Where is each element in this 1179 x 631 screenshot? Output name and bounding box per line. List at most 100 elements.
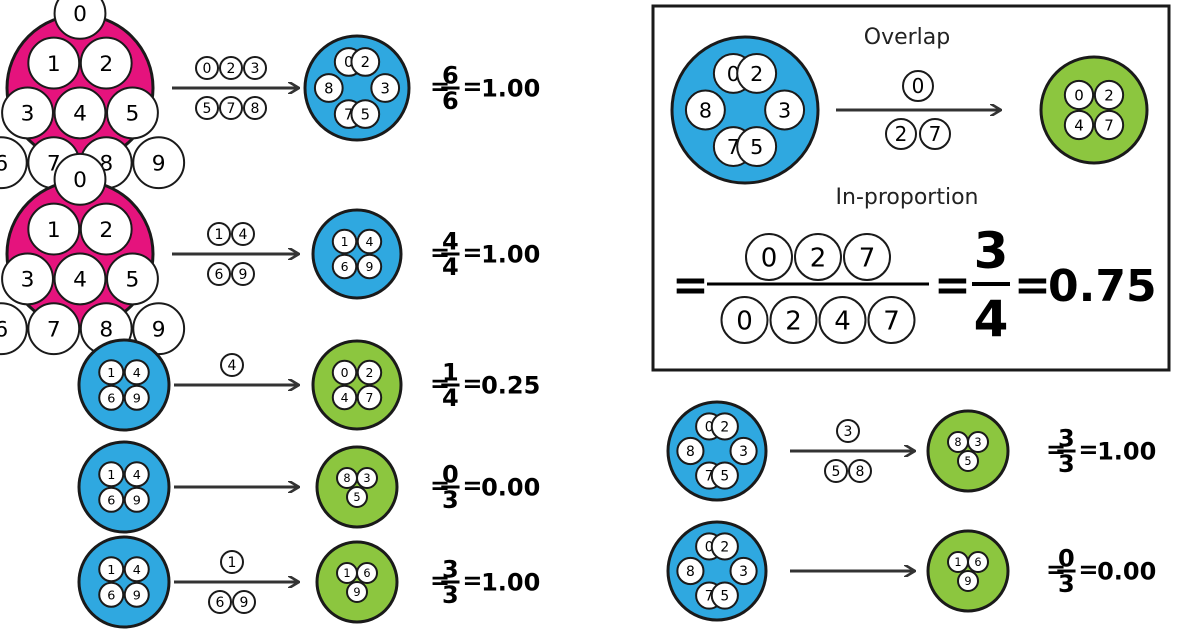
number-ball-label: 4 bbox=[239, 227, 248, 243]
number-ball bbox=[957, 570, 979, 592]
fraction-denominator: 3 bbox=[1058, 450, 1075, 478]
number-ball bbox=[1, 86, 54, 140]
source-bucket-disc bbox=[666, 400, 768, 502]
number-ball-label: 4 bbox=[73, 268, 87, 293]
number-ball bbox=[123, 581, 150, 608]
number-ball-label: 9 bbox=[152, 317, 166, 342]
number-ball bbox=[350, 99, 381, 129]
number-ball bbox=[207, 222, 231, 246]
number-ball-label: 9 bbox=[240, 595, 249, 611]
number-ball-label: 2 bbox=[750, 62, 763, 86]
number-ball bbox=[346, 486, 368, 508]
number-ball bbox=[98, 384, 125, 411]
number-ball bbox=[350, 47, 381, 77]
number-ball bbox=[98, 486, 125, 513]
number-ball-label: 7 bbox=[929, 122, 942, 146]
number-ball bbox=[676, 436, 705, 466]
fraction-denominator: 4 bbox=[974, 290, 1009, 348]
example-row-2: 01 23 4 56 7 8 91 46 91 46 9 =44=1.00 bbox=[0, 152, 540, 356]
number-ball-label: 2 bbox=[895, 122, 908, 146]
number-ball-label: 8 bbox=[699, 98, 712, 122]
number-ball-label: 5 bbox=[720, 589, 729, 605]
number-ball-label: 2 bbox=[720, 539, 729, 555]
number-ball bbox=[231, 262, 255, 286]
number-ball bbox=[720, 296, 769, 344]
equals-sign: = bbox=[462, 370, 482, 398]
number-ball-label: 2 bbox=[361, 54, 370, 71]
number-ball bbox=[53, 86, 107, 140]
number-ball bbox=[794, 233, 842, 281]
number-ball bbox=[53, 0, 107, 40]
example-row-3: 1 46 94 0 24 7 =14=0.25 bbox=[77, 338, 540, 432]
number-ball-label: 9 bbox=[133, 493, 141, 508]
number-ball bbox=[919, 118, 951, 150]
number-ball-label: 9 bbox=[353, 585, 360, 599]
number-ball-label: 7 bbox=[344, 106, 353, 123]
number-ball-label: 0 bbox=[705, 539, 714, 555]
result-value: 1.00 bbox=[481, 75, 540, 103]
number-ball bbox=[219, 56, 243, 80]
number-ball-label: 2 bbox=[227, 61, 236, 77]
number-ball-label: 1 bbox=[954, 555, 961, 569]
number-ball-label: 1 bbox=[215, 227, 224, 243]
number-ball-label: 0 bbox=[203, 61, 212, 77]
number-ball-label: 7 bbox=[705, 589, 714, 605]
number-ball bbox=[729, 556, 758, 586]
number-ball-label: 0 bbox=[1074, 86, 1084, 104]
equals-sign: = bbox=[462, 567, 482, 595]
number-ball-label: 8 bbox=[954, 435, 961, 449]
number-ball bbox=[79, 36, 133, 90]
example-row-4: 1 46 98 35 =03=0.00 bbox=[77, 440, 540, 534]
number-ball-label: 0 bbox=[912, 74, 925, 98]
result-value: 1.00 bbox=[481, 569, 540, 597]
number-ball bbox=[207, 262, 231, 286]
target-bucket: 8 35 bbox=[926, 409, 1010, 493]
number-ball-label: 4 bbox=[228, 358, 237, 374]
number-ball-label: 9 bbox=[365, 259, 373, 274]
box-source-bucket-disc bbox=[670, 35, 820, 185]
number-ball bbox=[331, 253, 358, 280]
number-ball bbox=[331, 359, 358, 386]
number-ball bbox=[967, 551, 989, 573]
number-ball-label: 0 bbox=[761, 243, 778, 273]
number-ball bbox=[736, 52, 778, 94]
fraction-numerator: 3 bbox=[1058, 425, 1075, 453]
number-ball bbox=[208, 590, 232, 614]
target-bucket: 1 69 bbox=[315, 540, 399, 624]
fraction-denominator: 3 bbox=[442, 486, 459, 514]
number-ball-label: 7 bbox=[727, 135, 740, 159]
number-ball-label: 1 bbox=[107, 563, 115, 578]
box-figure: 0 28 37 502 70 24 7 bbox=[670, 35, 1149, 185]
number-ball bbox=[1093, 109, 1125, 141]
equals-sign: = bbox=[1078, 436, 1098, 464]
number-ball bbox=[27, 36, 81, 90]
number-ball-label: 9 bbox=[964, 574, 971, 588]
example-row-1: 01 23 4 56 7 8 90 2 35 7 80 28 37 5=66=1.00 bbox=[0, 0, 540, 190]
number-ball-label: 7 bbox=[227, 101, 236, 117]
number-ball bbox=[710, 532, 739, 561]
number-ball bbox=[123, 556, 150, 583]
number-ball bbox=[220, 550, 244, 574]
number-ball bbox=[106, 252, 159, 306]
number-ball-label: 3 bbox=[21, 102, 35, 127]
number-ball bbox=[313, 73, 344, 103]
number-ball-label: 4 bbox=[341, 390, 349, 405]
target-bucket: 0 2 8 3 7 5 bbox=[303, 34, 411, 142]
number-ball-label: 2 bbox=[365, 365, 373, 380]
number-ball-label: 6 bbox=[107, 588, 115, 603]
box-target-bucket-disc bbox=[1039, 55, 1149, 165]
number-ball-label: 4 bbox=[1074, 116, 1084, 134]
number-ball bbox=[710, 461, 739, 490]
number-ball-label: 3 bbox=[844, 424, 853, 440]
number-ball bbox=[232, 590, 256, 614]
number-ball bbox=[243, 96, 267, 120]
equals-sign: = bbox=[1078, 556, 1098, 584]
number-ball-label: 2 bbox=[99, 218, 113, 243]
number-ball-label: 3 bbox=[381, 80, 390, 97]
number-ball-label: 3 bbox=[739, 444, 748, 460]
result-value: 0.00 bbox=[481, 474, 540, 502]
number-ball-label: 8 bbox=[99, 317, 113, 342]
number-ball-label: 6 bbox=[107, 493, 115, 508]
number-ball bbox=[867, 296, 916, 344]
